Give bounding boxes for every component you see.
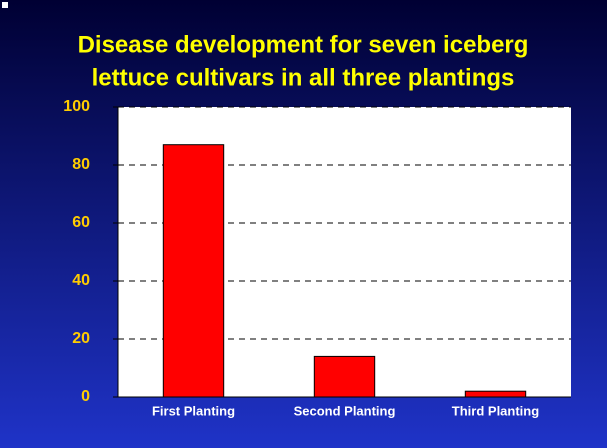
y-tick-label: 0 <box>81 388 90 405</box>
y-tick-label: 80 <box>72 156 90 173</box>
x-tick-label: Third Planting <box>452 403 539 418</box>
y-tick-label: 100 <box>63 98 90 115</box>
chart-title: lettuce cultivars in all three plantings <box>92 64 515 91</box>
bar <box>162 144 225 398</box>
corner-marker <box>2 2 8 8</box>
y-tick-label: 40 <box>72 272 90 289</box>
y-tick-label: 20 <box>72 330 90 347</box>
bar <box>313 355 376 398</box>
x-tick-label: First Planting <box>152 403 235 418</box>
y-tick-label: 60 <box>72 214 90 231</box>
bar <box>464 390 527 398</box>
chart-title: Disease development for seven iceberg <box>78 31 529 58</box>
x-tick-label: Second Planting <box>294 403 396 418</box>
